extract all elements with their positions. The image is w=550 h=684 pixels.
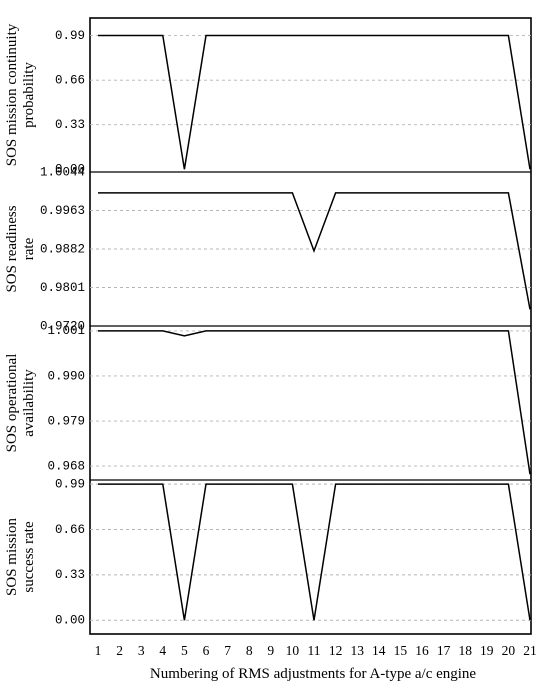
panel-1: 0.99 0.66 0.33 0.00 SOS mission continuitypr…: [4, 23, 531, 177]
x-tick-label: 6: [203, 643, 210, 658]
panel-4: 0.99 0.66 0.33 0.00 SOS missionsuccess rate: [4, 477, 531, 628]
y-tick-label: 0.990: [47, 369, 85, 383]
y-axis-label-line: SOS mission continuity: [4, 23, 20, 166]
y-tick-label: 0.33: [55, 568, 85, 582]
panel-2: 1.0044 0.9963 0.9882 0.9801 0.9720 SOS readin…: [4, 165, 531, 333]
x-tick-label: 19: [480, 643, 494, 658]
y-tick-label: 0.66: [55, 523, 85, 537]
x-tick-label: 7: [224, 643, 231, 658]
y-axis-label-line: SOS mission: [4, 518, 20, 596]
y-axis-label-line: probability: [21, 62, 37, 128]
y-tick-label: 0.9801: [40, 281, 85, 295]
y-tick-label: 1.001: [47, 324, 85, 338]
x-tick-label: 3: [138, 643, 145, 658]
y-axis-label: SOS missionsuccess rate: [4, 518, 37, 596]
x-tick-label: 20: [502, 643, 516, 658]
y-tick-label: 0.9963: [40, 204, 85, 218]
x-tick-label: 4: [159, 643, 166, 658]
y-tick-label: 0.00: [55, 163, 85, 177]
x-tick-label: 10: [286, 643, 300, 658]
x-tick-label: 8: [246, 643, 253, 658]
x-tick-label: 12: [329, 643, 343, 658]
y-tick-label: 0.66: [55, 73, 85, 87]
x-tick-label: 15: [394, 643, 408, 658]
y-axis-label: SOS operationalavailability: [4, 354, 37, 453]
y-tick-label: 0.99: [55, 29, 85, 43]
y-tick-label: 1.0044: [40, 165, 85, 179]
y-axis-label-line: success rate: [21, 521, 37, 593]
y-tick-label: 0.9720: [40, 319, 85, 333]
y-tick-label: 0.968: [47, 459, 85, 473]
y-tick-label: 0.33: [55, 118, 85, 132]
x-tick-label: 18: [458, 643, 472, 658]
x-tick-label: 2: [116, 643, 123, 658]
y-axis-label-line: availability: [21, 369, 37, 437]
series-line: [98, 34, 531, 170]
series-line: [98, 330, 531, 475]
x-tick-label: 16: [415, 643, 429, 658]
y-tick-label: 0.99: [55, 477, 85, 491]
y-tick-label: 0.00: [55, 614, 85, 628]
y-axis-label: SOS readinessrate: [4, 205, 37, 292]
x-axis-label: Numbering of RMS adjustments for A-type …: [150, 666, 477, 682]
y-axis-label: SOS mission continuityprobability: [4, 23, 37, 166]
y-tick-label: 0.9882: [40, 242, 85, 256]
x-tick-label: 13: [350, 643, 364, 658]
panel-3: 1.001 0.990 0.979 0.968 SOS operationalavail…: [4, 324, 531, 475]
x-tick-label: 5: [181, 643, 188, 658]
y-axis-label-line: SOS operational: [4, 354, 20, 453]
x-tick-label: 9: [267, 643, 274, 658]
x-tick-label: 17: [437, 643, 451, 658]
y-axis-label-line: rate: [21, 237, 37, 260]
x-tick-label: 21: [523, 643, 537, 658]
x-tick-label: 1: [95, 643, 102, 658]
y-axis-label-line: SOS readiness: [4, 205, 20, 292]
series-line: [98, 483, 531, 621]
series-line: [98, 192, 531, 310]
x-tick-label: 14: [372, 643, 386, 658]
x-tick-label: 11: [308, 643, 321, 658]
y-tick-label: 0.979: [47, 414, 85, 428]
